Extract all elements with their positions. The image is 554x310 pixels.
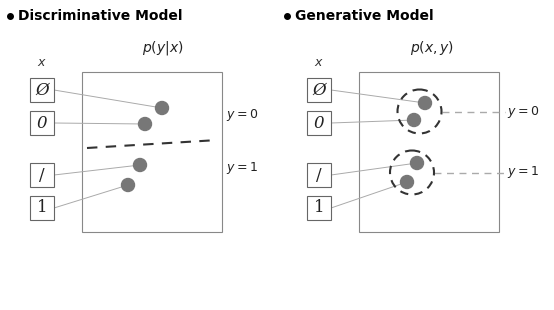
Circle shape (408, 113, 420, 126)
Circle shape (418, 96, 432, 109)
Text: /: / (39, 166, 45, 184)
FancyBboxPatch shape (30, 163, 54, 187)
Text: $y=1$: $y=1$ (226, 160, 258, 176)
FancyBboxPatch shape (30, 111, 54, 135)
FancyBboxPatch shape (82, 72, 222, 232)
Text: Discriminative Model: Discriminative Model (18, 9, 182, 23)
Circle shape (401, 175, 413, 188)
FancyBboxPatch shape (307, 196, 331, 220)
Circle shape (121, 179, 135, 192)
Text: Ø: Ø (312, 82, 326, 99)
FancyBboxPatch shape (307, 111, 331, 135)
Text: 0: 0 (37, 114, 47, 131)
Text: $p(x, y)$: $p(x, y)$ (410, 39, 454, 57)
FancyBboxPatch shape (30, 78, 54, 102)
Text: $y=0$: $y=0$ (226, 107, 258, 123)
Circle shape (134, 158, 146, 171)
Text: $x$: $x$ (37, 55, 47, 69)
FancyBboxPatch shape (307, 163, 331, 187)
Text: $x$: $x$ (314, 55, 324, 69)
Text: $p(y|x)$: $p(y|x)$ (142, 39, 184, 57)
Text: /: / (316, 166, 322, 184)
Text: $y=0$: $y=0$ (507, 104, 539, 119)
Text: 1: 1 (314, 200, 324, 216)
Text: Generative Model: Generative Model (295, 9, 434, 23)
Text: 0: 0 (314, 114, 324, 131)
Text: $y=1$: $y=1$ (507, 165, 539, 180)
FancyBboxPatch shape (359, 72, 499, 232)
Circle shape (411, 157, 423, 170)
FancyBboxPatch shape (307, 78, 331, 102)
Text: 1: 1 (37, 200, 47, 216)
FancyBboxPatch shape (30, 196, 54, 220)
Text: Ø: Ø (35, 82, 49, 99)
Circle shape (138, 117, 151, 131)
Circle shape (156, 101, 168, 114)
